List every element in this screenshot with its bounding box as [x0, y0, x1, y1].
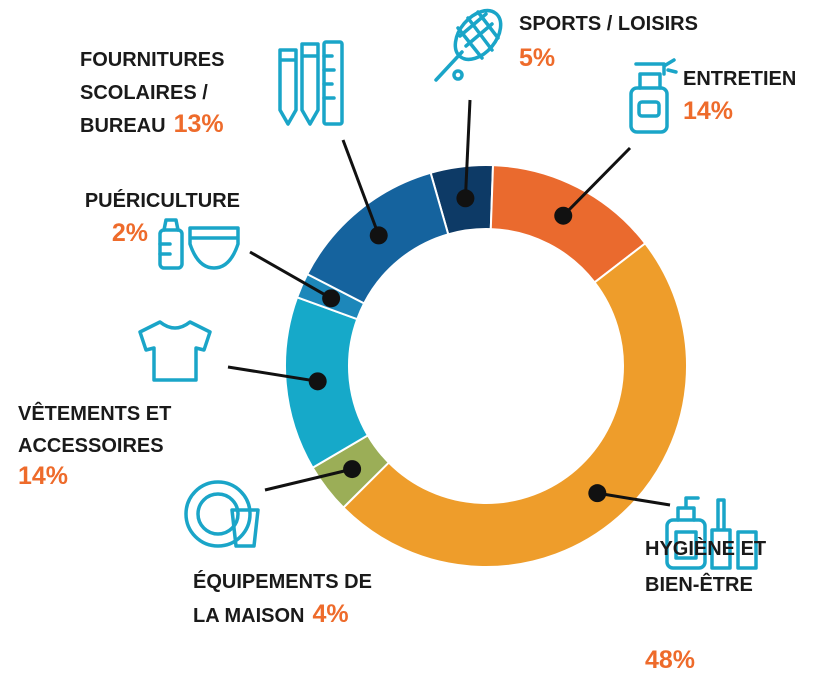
- category-label: BIEN-ÊTRE: [645, 572, 753, 596]
- icon-spray: [629, 58, 678, 134]
- category-label: FOURNITURES: [80, 49, 224, 71]
- category-label: LA MAISON: [193, 605, 304, 627]
- leader-line: [264, 467, 353, 492]
- leader-dot: [456, 189, 475, 208]
- value-label: 2%: [112, 219, 148, 247]
- category-label: BUREAU: [80, 115, 166, 137]
- value-label: 4%: [312, 600, 348, 628]
- category-label: VÊTEMENTS ET: [18, 401, 171, 425]
- leader-line: [227, 365, 318, 383]
- category-label: PUÉRICULTURE: [85, 189, 240, 212]
- leader-line: [341, 139, 381, 236]
- icon-pencils: [278, 40, 344, 126]
- leader-line: [249, 250, 332, 300]
- leader-dot: [588, 484, 607, 503]
- leader-line: [562, 146, 632, 217]
- leader-line: [597, 491, 671, 507]
- icon-baby: [158, 218, 240, 270]
- leader-dot: [554, 206, 573, 225]
- donut-segment: [341, 241, 688, 568]
- value-label: 5%: [519, 44, 555, 72]
- leader-dot: [369, 226, 388, 245]
- icon-hygiene: [665, 496, 758, 570]
- category-label: ENTRETIEN: [683, 68, 796, 90]
- category-label: ACCESSOIRES: [18, 435, 164, 457]
- category-label: SCOLAIRES /: [80, 82, 208, 104]
- leader-dot: [322, 289, 341, 308]
- leader-dot: [343, 460, 362, 479]
- value-label: 13%: [174, 110, 224, 138]
- value-label: 14%: [683, 97, 733, 125]
- category-label: SPORTS / LOISIRS: [519, 13, 698, 35]
- icon-tshirt: [138, 320, 212, 382]
- leader-dot: [308, 372, 327, 391]
- icon-plate: [184, 480, 260, 548]
- icon-racket: [434, 8, 503, 82]
- category-label: ÉQUIPEMENTS DE: [193, 570, 372, 593]
- value-label: 48%: [645, 646, 695, 674]
- category-label: HYGIÈNE ET: [645, 537, 766, 560]
- leader-line: [463, 99, 472, 199]
- value-label: 14%: [18, 462, 68, 490]
